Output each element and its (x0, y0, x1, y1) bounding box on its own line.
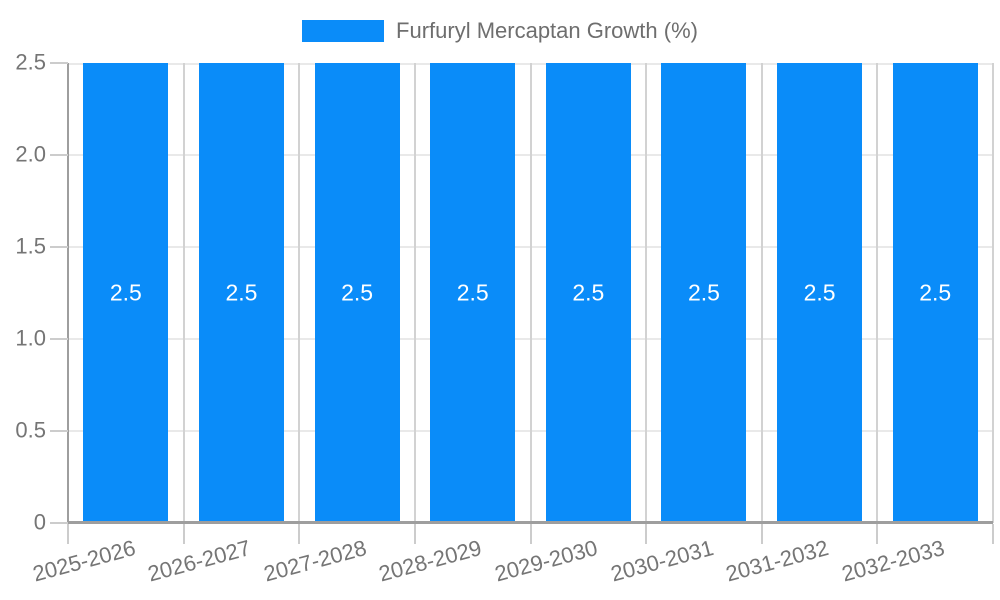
bar-value-label: 2.5 (572, 279, 605, 306)
v-gridline (182, 63, 185, 523)
bar[interactable]: 2.5 (545, 63, 631, 523)
y-tick-label: 1.0 (15, 325, 46, 351)
x-tick-label: 2028-2029 (376, 535, 485, 587)
bar-value-label: 2.5 (456, 279, 489, 306)
bar-value-label: 2.5 (225, 279, 258, 306)
x-tick (182, 524, 185, 544)
x-tick-label: 2025-2026 (29, 535, 138, 587)
bar[interactable]: 2.5 (892, 63, 978, 523)
x-tick-label: 2026-2027 (145, 535, 254, 587)
x-tick (413, 524, 416, 544)
x-tick-label: 2027-2028 (260, 535, 370, 587)
bar[interactable]: 2.5 (83, 63, 169, 523)
y-tick-label: 0 (33, 509, 46, 535)
v-gridline (760, 63, 763, 523)
v-gridline (992, 63, 994, 523)
y-tick-label: 2.0 (15, 141, 46, 167)
y-tick (50, 246, 68, 248)
v-gridline (876, 63, 879, 523)
x-tick (67, 524, 69, 544)
bar-value-label: 2.5 (803, 279, 836, 306)
y-tick (50, 338, 68, 340)
y-tick (50, 522, 68, 524)
bar-value-label: 2.5 (919, 279, 952, 306)
bar[interactable]: 2.5 (777, 63, 863, 523)
bar-value-label: 2.5 (341, 279, 374, 306)
v-gridline (645, 63, 648, 523)
x-tick (645, 524, 648, 544)
x-tick (992, 524, 994, 544)
x-tick-label: 2031-2032 (723, 535, 832, 587)
x-tick (876, 524, 879, 544)
v-gridline (298, 63, 301, 523)
legend-label: Furfuryl Mercaptan Growth (%) (396, 18, 698, 43)
bar[interactable]: 2.5 (198, 63, 284, 523)
bar[interactable]: 2.5 (661, 63, 747, 523)
y-tick-label: 1.5 (15, 233, 46, 259)
legend-swatch[interactable] (302, 20, 385, 42)
legend: Furfuryl Mercaptan Growth (%) (0, 20, 1000, 42)
v-gridline (529, 63, 532, 523)
bar-value-label: 2.5 (687, 279, 720, 306)
x-tick-label: 2029-2030 (492, 535, 601, 587)
y-tick (50, 62, 68, 64)
x-tick (760, 524, 763, 544)
y-tick-label: 2.5 (15, 49, 46, 75)
x-tick (529, 524, 532, 544)
x-tick-label: 2030-2031 (607, 535, 716, 587)
x-tick (298, 524, 301, 544)
bar[interactable]: 2.5 (314, 63, 400, 523)
y-tick (50, 154, 68, 156)
x-tick-label: 2032-2033 (839, 535, 948, 587)
y-tick (50, 430, 68, 432)
v-gridline (413, 63, 416, 523)
bar[interactable]: 2.5 (430, 63, 516, 523)
plot-area: 2.5 2.5 2.5 2.5 2.5 2.5 2.5 2.5 (68, 63, 994, 523)
bar-value-label: 2.5 (109, 279, 142, 306)
y-tick-label: 0.5 (15, 417, 46, 443)
